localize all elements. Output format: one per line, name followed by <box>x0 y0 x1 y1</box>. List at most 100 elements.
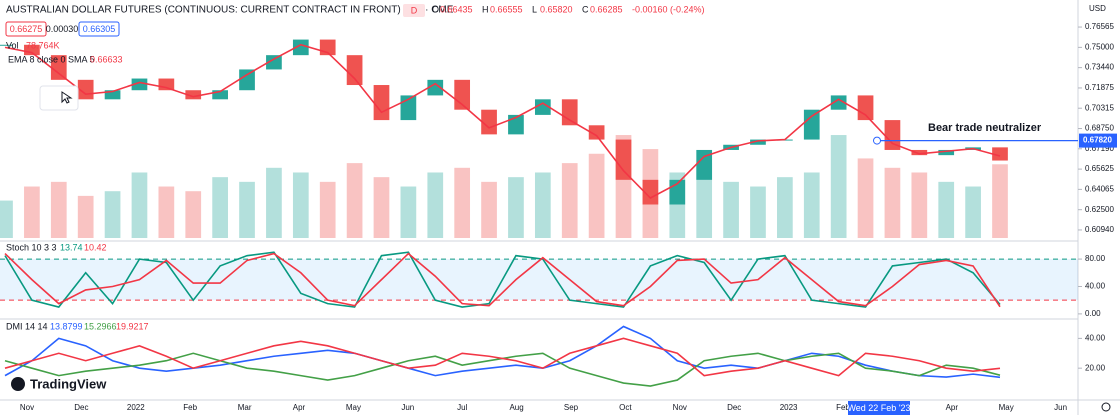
x-tick-label: Jul <box>457 403 467 412</box>
ema-legend: EMA 8 close 0 SMA 5 <box>8 54 95 64</box>
vol-value: 78.764K <box>26 40 60 50</box>
band <box>0 259 1078 301</box>
candle <box>534 99 551 115</box>
candle <box>615 139 632 180</box>
volume-bar <box>185 191 202 238</box>
volume-bar <box>481 181 497 238</box>
vol-legend: Vol <box>6 40 19 50</box>
candle <box>158 78 175 91</box>
x-tick-label: Mar <box>238 403 252 412</box>
volume-bar <box>777 177 793 238</box>
candle <box>803 109 820 140</box>
candle <box>24 44 40 56</box>
y-tick-label: 0.64065 <box>1085 184 1114 193</box>
series-line <box>4 252 1001 308</box>
stoch-k: 13.74 <box>60 242 83 252</box>
stoch-legend: Stoch 10 3 3 <box>6 242 57 252</box>
hline-tag <box>1079 133 1117 148</box>
x-tick-label: 2023 <box>780 403 798 412</box>
volume-bar <box>454 167 471 238</box>
dmi-plus: 15.2966 <box>84 321 117 331</box>
x-tick-label: Nov <box>20 403 34 412</box>
y-tick-label: 0.65625 <box>1085 164 1114 173</box>
x-tick-label: Sep <box>564 403 579 412</box>
candle <box>50 55 67 80</box>
volume-bar <box>938 181 955 238</box>
volume-bar <box>857 158 874 238</box>
ask-box[interactable] <box>78 21 120 37</box>
y-tick-label: 0.75000 <box>1085 42 1114 51</box>
stoch-d: 10.42 <box>84 242 107 252</box>
x-tick-label: Nov <box>673 403 687 412</box>
ohlc-key: O <box>432 4 439 14</box>
volume-bar <box>750 186 766 238</box>
series-line <box>4 251 1001 308</box>
volume-bar <box>588 153 605 238</box>
ohlc-key: C <box>582 4 589 14</box>
spread: 0.00030 <box>46 24 79 34</box>
volume-bar <box>884 167 901 238</box>
x-tick-label: Jun <box>401 403 414 412</box>
hline-anchor <box>873 136 881 145</box>
volume-bar <box>803 172 820 238</box>
settings-icon[interactable] <box>1101 402 1111 412</box>
y-tick-label: 40.00 <box>1085 282 1106 291</box>
x-tick-label: Jun <box>1054 403 1067 412</box>
volume-bar <box>427 172 444 238</box>
volume-bar <box>373 177 390 238</box>
x-tick-label: Apr <box>946 403 959 412</box>
volume-bar <box>158 186 175 238</box>
x-tick-label: Dec <box>74 403 88 412</box>
change: -0.00160 (-0.24%) <box>632 4 705 14</box>
x-tick-label: Feb <box>836 403 850 412</box>
volume-bar <box>534 172 551 238</box>
cursor-icon <box>61 91 73 104</box>
series-line <box>4 325 1001 379</box>
volume-bar <box>319 181 336 238</box>
dmi-legend: DMI 14 14 <box>6 321 48 331</box>
x-tick-label: Feb <box>183 403 197 412</box>
candle <box>104 90 121 100</box>
toolbar[interactable] <box>39 85 79 111</box>
marks: 0.76565 0.75000 0.73440 0.71875 0.70315 0.687… <box>0 22 1117 412</box>
y-tick-label: 0.62500 <box>1085 205 1114 214</box>
ask: 0.66305 <box>83 24 116 34</box>
candle <box>992 147 1008 161</box>
hline-label: 0.67820 <box>1083 136 1112 145</box>
badge: D <box>411 5 418 15</box>
currency: USD <box>1089 4 1106 13</box>
candle <box>642 179 659 205</box>
y-tick-label: 0.70315 <box>1085 103 1114 112</box>
volume-bar <box>696 163 713 238</box>
ohlc: O 0.66435 H 0.66555 L 0.65820 C 0.66285 -0.00160… <box>432 4 705 14</box>
volume-bar <box>292 172 309 238</box>
y-tick-label: 0.00 <box>1085 309 1101 318</box>
volume-bar <box>992 164 1008 238</box>
x-tick-label: 2022 <box>127 403 145 412</box>
ema-line <box>4 43 1001 199</box>
volume-bar <box>830 135 847 238</box>
x-tick-label: Oct <box>619 403 632 412</box>
y-tick-label: 0.71875 <box>1085 83 1114 92</box>
candle <box>830 95 847 110</box>
y-tick-label: 40.00 <box>1085 333 1106 342</box>
y-tick-label: 20.00 <box>1085 363 1106 372</box>
y-tick-label: 0.67190 <box>1085 144 1114 153</box>
y-tick-label: 0.60940 <box>1085 225 1114 234</box>
badge-bg <box>403 4 425 17</box>
series-line <box>4 337 1001 377</box>
x-tick-label: Apr <box>293 403 306 412</box>
candle <box>427 79 444 96</box>
candle <box>346 55 363 86</box>
bid: 0.66275 <box>10 24 43 34</box>
logo <box>11 377 25 391</box>
volume-bar <box>212 177 228 238</box>
candle <box>0 44 13 46</box>
volume-bar <box>239 181 255 238</box>
volume-bar <box>346 163 363 238</box>
bid-box[interactable] <box>5 21 47 37</box>
candle <box>212 90 228 100</box>
candle <box>911 149 928 156</box>
y-tick-label: 0.73440 <box>1085 63 1114 72</box>
